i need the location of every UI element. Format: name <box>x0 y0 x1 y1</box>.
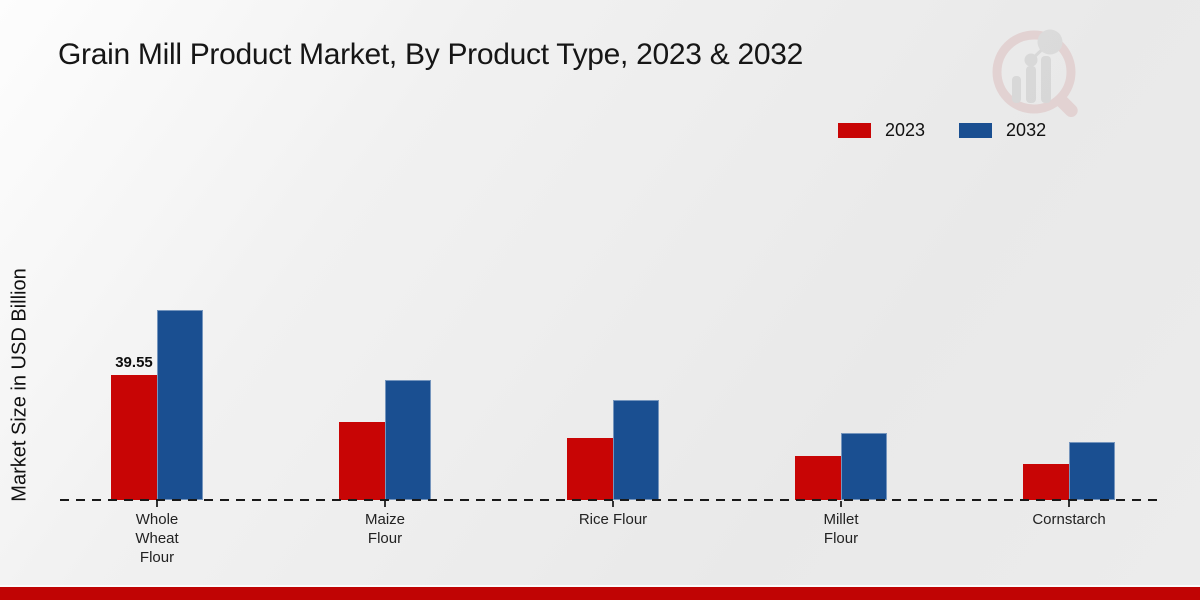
legend-item-2032: 2032 <box>959 120 1046 141</box>
accent-bottom-bar <box>0 585 1200 600</box>
legend-item-2023: 2023 <box>838 120 925 141</box>
bar-value-label: 39.55 <box>115 354 153 371</box>
category-label: Whole Wheat Flour <box>135 511 179 566</box>
bar-2023-category-4 <box>795 456 841 500</box>
bar-2023-category-2 <box>339 422 385 500</box>
bar-2023-category-3 <box>567 438 613 500</box>
axis-tick <box>384 501 386 507</box>
category-label: Cornstarch <box>1032 511 1106 528</box>
bar-2032-category-3 <box>613 400 659 500</box>
legend-label-2032: 2032 <box>1006 120 1047 140</box>
y-axis-label: Market Size in USD Billion <box>8 268 31 502</box>
bar-2032-category-4 <box>841 433 887 500</box>
axis-tick <box>840 501 842 507</box>
category-label: Maize Flour <box>364 511 405 547</box>
legend: 2023 2032 <box>838 120 1046 141</box>
axis-tick <box>612 501 614 507</box>
legend-label-2023: 2023 <box>885 120 926 140</box>
x-axis-baseline <box>60 499 1160 501</box>
legend-swatch-2023 <box>838 123 871 138</box>
category-label: Millet Flour <box>823 511 859 547</box>
axis-tick <box>1068 501 1070 507</box>
category-label: Rice Flour <box>578 511 648 528</box>
magnifier-bar-chart-logo-icon <box>988 22 1088 122</box>
bar-2023-category-1 <box>111 375 157 500</box>
bar-2032-category-1 <box>157 310 203 500</box>
bar-2032-category-2 <box>385 380 431 500</box>
legend-swatch-2032 <box>959 123 993 138</box>
axis-tick <box>156 501 158 507</box>
bar-2032-category-5 <box>1069 442 1115 500</box>
chart-title: Grain Mill Product Market, By Product Ty… <box>58 38 803 71</box>
bar-2023-category-5 <box>1023 464 1069 500</box>
